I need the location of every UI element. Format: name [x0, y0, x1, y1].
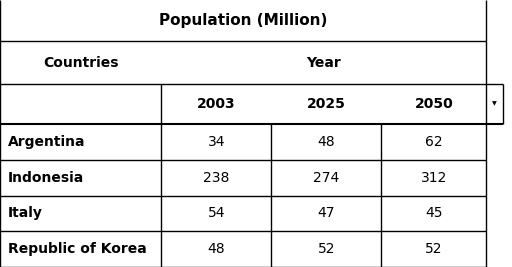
Text: 48: 48: [207, 242, 225, 256]
Text: Year: Year: [307, 56, 341, 70]
Text: 45: 45: [425, 206, 443, 221]
Text: 2025: 2025: [307, 97, 346, 111]
Text: 2003: 2003: [197, 97, 236, 111]
Text: 47: 47: [317, 206, 335, 221]
Text: 52: 52: [317, 242, 335, 256]
Text: Italy: Italy: [8, 206, 42, 221]
Text: 2050: 2050: [415, 97, 453, 111]
Text: 54: 54: [207, 206, 225, 221]
Text: Argentina: Argentina: [8, 135, 85, 149]
Text: 274: 274: [313, 171, 339, 185]
Text: ▼: ▼: [492, 102, 497, 107]
Text: Population (Million): Population (Million): [159, 13, 327, 28]
Text: Indonesia: Indonesia: [8, 171, 84, 185]
Text: 312: 312: [421, 171, 447, 185]
Text: 52: 52: [425, 242, 443, 256]
Text: Countries: Countries: [43, 56, 118, 70]
Text: 238: 238: [203, 171, 229, 185]
Text: Republic of Korea: Republic of Korea: [8, 242, 146, 256]
Text: 62: 62: [425, 135, 443, 149]
Text: 48: 48: [317, 135, 335, 149]
Text: 34: 34: [207, 135, 225, 149]
